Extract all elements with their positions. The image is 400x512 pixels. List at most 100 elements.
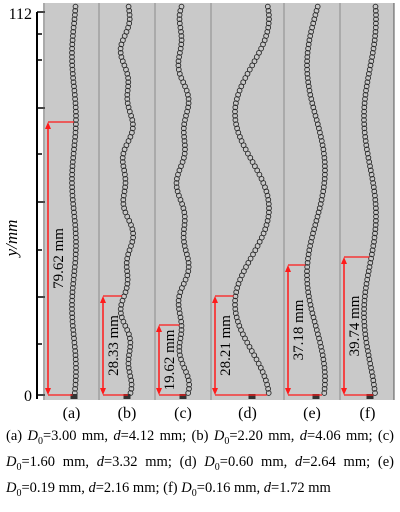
bubble: [70, 150, 77, 157]
bubble: [304, 264, 311, 270]
length-annotation: 19.62 mm: [156, 324, 186, 396]
bubble: [122, 175, 129, 182]
bubble: [176, 54, 182, 60]
bubble: [321, 360, 327, 367]
arrow-head: [100, 296, 106, 303]
bubble: [72, 129, 79, 136]
bubble: [361, 322, 368, 329]
bubble: [69, 196, 76, 203]
bubble: [361, 112, 367, 119]
bubble-chain: [361, 3, 379, 396]
bubble: [372, 196, 379, 203]
bubble: [305, 83, 312, 90]
figure-caption: (a) D0=3.00 mm, d=4.12 mm; (b) D0=2.20 m…: [6, 426, 394, 504]
bubble: [371, 238, 377, 245]
bubble: [372, 192, 378, 199]
length-label: 37.18 mm: [291, 299, 307, 360]
bubble: [367, 167, 374, 174]
bubble: [264, 28, 271, 35]
caption-bubble-diameter: 3.32: [112, 453, 138, 470]
bubble: [363, 285, 369, 291]
bubble: [319, 192, 326, 199]
arrow-head: [285, 388, 291, 395]
caption-item-label: (c): [377, 428, 394, 444]
bubble: [125, 364, 132, 371]
bubble: [120, 196, 127, 203]
nozzle: [70, 394, 78, 399]
bubble: [118, 54, 125, 60]
bubble: [320, 146, 327, 153]
bubble: [320, 188, 327, 195]
bubble: [181, 217, 188, 224]
bubble: [69, 318, 76, 325]
bubble: [126, 7, 133, 14]
bubble: [249, 62, 256, 69]
bubble: [69, 301, 75, 308]
bubble: [319, 352, 326, 359]
bubble: [178, 331, 184, 338]
panels: 79.62 mm (a) 28.33 mm (b) 19.62 mm (c) 28.21 m…: [43, 3, 395, 422]
bubble: [125, 83, 131, 90]
panel-label: (e): [303, 405, 321, 422]
bubble: [305, 255, 311, 262]
caption-nozzle-diameter: 0.19: [29, 479, 56, 496]
bubble: [182, 146, 188, 153]
bubble: [71, 339, 78, 346]
bubble: [265, 7, 272, 14]
bubble: [130, 234, 136, 241]
bubble: [186, 385, 192, 392]
bubble: [365, 352, 372, 359]
length-label: 39.74 mm: [347, 295, 363, 356]
bubble: [247, 255, 254, 262]
panel-label: (c): [174, 405, 192, 422]
length-annotation: 79.62 mm: [45, 121, 74, 396]
nozzle: [366, 394, 374, 399]
bubble: [124, 268, 130, 275]
bubble: [369, 49, 376, 56]
bubble: [305, 41, 312, 48]
bubble: [364, 276, 371, 283]
bubble: [266, 209, 272, 216]
bubble: [361, 121, 368, 128]
bubble: [69, 184, 75, 191]
bubble: [176, 306, 182, 312]
bubble: [126, 12, 133, 18]
bubble: [72, 133, 79, 140]
bubble: [185, 390, 192, 396]
bubble: [245, 259, 252, 266]
bubble: [126, 16, 133, 23]
bubble: [123, 259, 130, 266]
bubble: [176, 12, 183, 18]
bubble: [176, 339, 183, 346]
panel-b: 28.33 mm (b): [100, 3, 154, 422]
bubble: [72, 356, 79, 363]
bubble: [69, 159, 76, 165]
bubble: [71, 16, 78, 23]
bubble: [122, 184, 128, 191]
length-label: 28.33 mm: [106, 315, 122, 376]
bubble: [368, 369, 375, 375]
bubble: [248, 348, 255, 354]
bubble: [122, 180, 129, 186]
bubble: [72, 348, 79, 354]
bubble: [121, 188, 128, 195]
bubble: [70, 331, 77, 338]
bubble: [361, 301, 368, 308]
bubble: [254, 167, 261, 174]
bubble: [367, 360, 374, 367]
length-annotation: 39.74 mm: [341, 256, 374, 396]
bubble: [308, 306, 315, 312]
bubble: [72, 381, 79, 388]
bubble: [321, 390, 328, 396]
bubble: [121, 205, 127, 212]
bubble: [321, 364, 328, 371]
bubble: [69, 285, 76, 291]
bubble: [70, 24, 77, 31]
bubble: [253, 356, 260, 363]
bubble: [124, 272, 131, 279]
bubble: [178, 33, 185, 39]
bubble: [177, 45, 184, 52]
bubble: [71, 343, 78, 350]
bubble: [69, 297, 75, 304]
